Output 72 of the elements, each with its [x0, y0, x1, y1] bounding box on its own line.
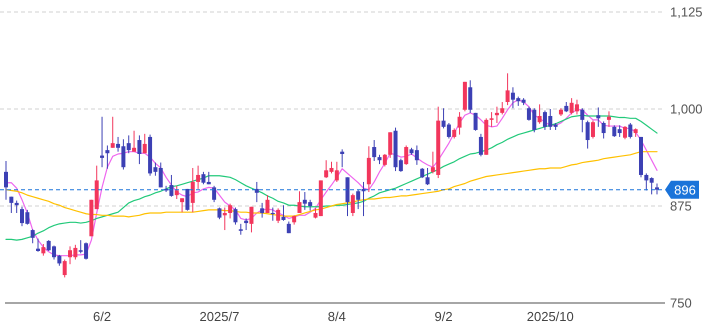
candlestick: [180, 198, 184, 213]
candlestick: [426, 167, 430, 186]
candlestick: [356, 189, 360, 210]
x-tick-label: 2025/10: [526, 309, 574, 324]
ref-line-label: 896: [674, 182, 696, 198]
candlestick: [4, 160, 8, 200]
candlestick: [606, 110, 611, 128]
candlestick: [238, 223, 243, 236]
candlestick: [564, 102, 568, 113]
candlestick: [468, 80, 472, 114]
candlestick: [388, 132, 392, 158]
candlestick: [500, 102, 504, 115]
candlestick: [100, 116, 104, 168]
candlestick: [105, 144, 110, 170]
candlestick: [30, 228, 35, 244]
candlestick: [62, 259, 67, 278]
candlestick: [474, 112, 478, 132]
candlestick: [372, 140, 376, 162]
candlestick: [217, 207, 222, 220]
x-tick-label: 2025/7: [200, 309, 240, 324]
candlestick: [249, 206, 254, 233]
x-tick-label: 9/2: [434, 309, 453, 324]
candlestick: [458, 112, 462, 136]
candlestick: [244, 218, 248, 231]
candlestick: [228, 203, 232, 219]
y-tick-label: 875: [670, 198, 692, 214]
candlestick: [196, 165, 200, 190]
candlestick: [490, 112, 494, 128]
candlestick: [212, 185, 216, 203]
y-tick-label: 1,000: [670, 102, 703, 117]
candlestick: [622, 126, 627, 140]
candlestick: [452, 128, 456, 139]
candlestick: [586, 120, 590, 150]
candlestick: [142, 133, 147, 154]
candlestick: [137, 134, 142, 165]
candlestick: [378, 154, 382, 165]
candlestick: [270, 207, 275, 222]
candlestick: [596, 106, 600, 128]
candlestick: [174, 185, 179, 200]
x-tick-label: 8/4: [328, 309, 346, 324]
candlestick: [340, 148, 344, 168]
candlestick: [350, 193, 355, 217]
candlestick: [132, 130, 136, 152]
candlestick: [506, 72, 510, 106]
candlestick: [297, 190, 302, 214]
candlestick: [276, 208, 280, 224]
candlestick: [580, 108, 584, 133]
candlestick: [260, 202, 264, 218]
candlestick: [185, 188, 190, 212]
candlestick: [420, 167, 424, 179]
candlestick: [9, 196, 14, 214]
candlestick: [265, 194, 270, 214]
y-tick-label: 1,125: [670, 4, 703, 20]
candlestick: [281, 204, 286, 222]
x-tick-label: 6/2: [93, 309, 112, 324]
candlestick: [292, 214, 296, 226]
candlestick: [36, 238, 40, 252]
candlestick: [233, 207, 238, 226]
candlestick: [538, 104, 542, 124]
candlestick: [110, 116, 115, 148]
candlestick: [602, 120, 606, 139]
y-tick-label: 750: [670, 296, 692, 311]
candlestick: [382, 154, 387, 167]
candlestick: [478, 133, 483, 157]
candlestick: [222, 207, 227, 231]
candlestick: [590, 120, 595, 139]
candlestick: [254, 181, 259, 203]
candlestick: [362, 181, 366, 217]
candlestick: [628, 122, 632, 139]
candlestick: [404, 144, 408, 166]
candlestick: [190, 167, 195, 213]
candlestick: [41, 244, 46, 256]
